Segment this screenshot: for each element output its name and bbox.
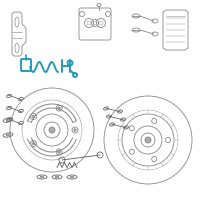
Ellipse shape: [58, 150, 61, 153]
Ellipse shape: [145, 137, 151, 143]
Ellipse shape: [58, 107, 61, 110]
Ellipse shape: [70, 176, 74, 178]
Ellipse shape: [40, 176, 44, 178]
Ellipse shape: [74, 129, 76, 132]
Ellipse shape: [6, 119, 10, 121]
Ellipse shape: [32, 142, 35, 145]
Ellipse shape: [32, 115, 35, 118]
Ellipse shape: [49, 127, 55, 133]
Ellipse shape: [6, 134, 10, 136]
Ellipse shape: [55, 176, 59, 178]
